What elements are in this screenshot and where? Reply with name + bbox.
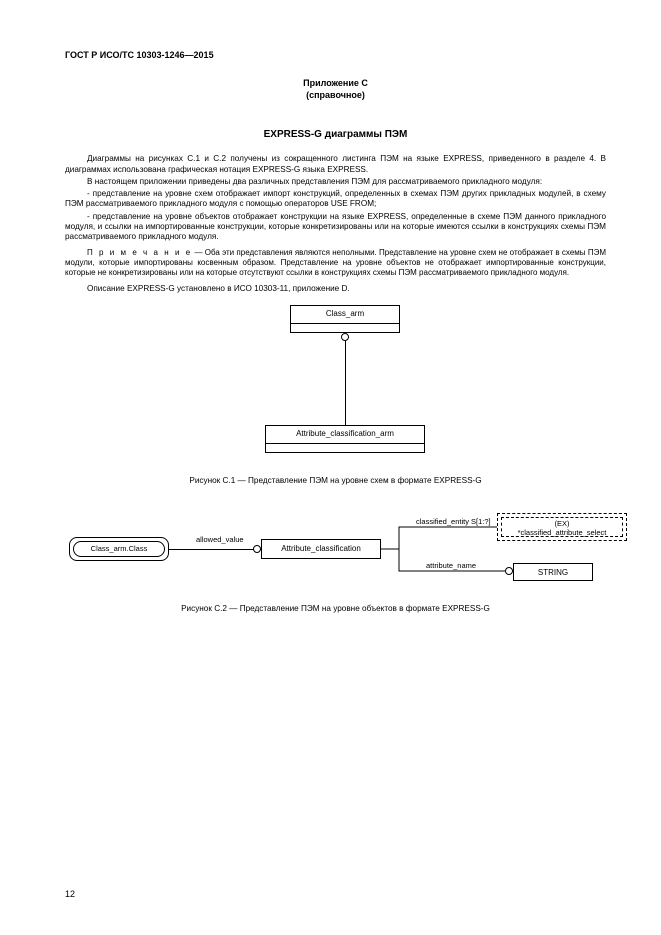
expressg-desc: Описание EXPRESS-G установлено в ИСО 103… <box>65 284 606 295</box>
fig1-vline <box>345 341 346 425</box>
note: П р и м е ч а н и е — Оба эти представле… <box>65 248 606 278</box>
standard-header: ГОСТ Р ИСО/ТС 10303-1246—2015 <box>65 50 606 60</box>
page-number: 12 <box>65 889 75 899</box>
fig1-top-inner <box>290 323 400 333</box>
fig2-edge2-label: attribute_name <box>425 561 477 570</box>
fig2-select-inner: (EX) *classified_attribute_select <box>501 517 623 537</box>
note-lead: П р и м е ч а н и е <box>87 248 192 257</box>
fig1-bottom-inner <box>265 443 425 453</box>
document-page: ГОСТ Р ИСО/ТС 10303-1246—2015 Приложение… <box>0 0 661 935</box>
annex-type: (справочное) <box>306 90 365 100</box>
fig1-bottom-label: Attribute_classification_arm <box>296 429 394 438</box>
fig2-caption: Рисунок C.2 — Представление ПЭМ на уровн… <box>65 604 606 613</box>
paragraph-3: - представление на уровне схем отображае… <box>65 189 606 210</box>
fig2-edge1-label: classified_entity S[1:?] <box>415 517 492 526</box>
fig1-bottom-box: Attribute_classification_arm <box>265 425 425 453</box>
paragraph-2: В настоящем приложении приведены два раз… <box>65 177 606 187</box>
annex-name: Приложение C <box>303 78 368 88</box>
annex-title: EXPRESS-G диаграммы ПЭМ <box>65 129 606 140</box>
fig2-select-l2: *classified_attribute_select <box>518 528 607 537</box>
annex-heading: Приложение C (справочное) <box>65 78 606 101</box>
fig2-string-label: STRING <box>538 568 568 577</box>
fig2-circle-string <box>505 567 513 575</box>
figure-c1: Class_arm Attribute_classification_arm <box>65 305 606 470</box>
fig2-string-box: STRING <box>513 563 593 581</box>
fig1-top-label: Class_arm <box>326 309 364 318</box>
fig1-circle <box>341 333 349 341</box>
paragraph-1: Диаграммы на рисунках C.1 и C.2 получены… <box>65 154 606 175</box>
fig1-caption: Рисунок C.1 — Представление ПЭМ на уровн… <box>65 476 606 485</box>
figure-c2: Class_arm.Class allowed_value Attribute_… <box>65 503 606 598</box>
fig1-top-box: Class_arm <box>290 305 400 333</box>
paragraph-4: - представление на уровне объектов отобр… <box>65 212 606 243</box>
